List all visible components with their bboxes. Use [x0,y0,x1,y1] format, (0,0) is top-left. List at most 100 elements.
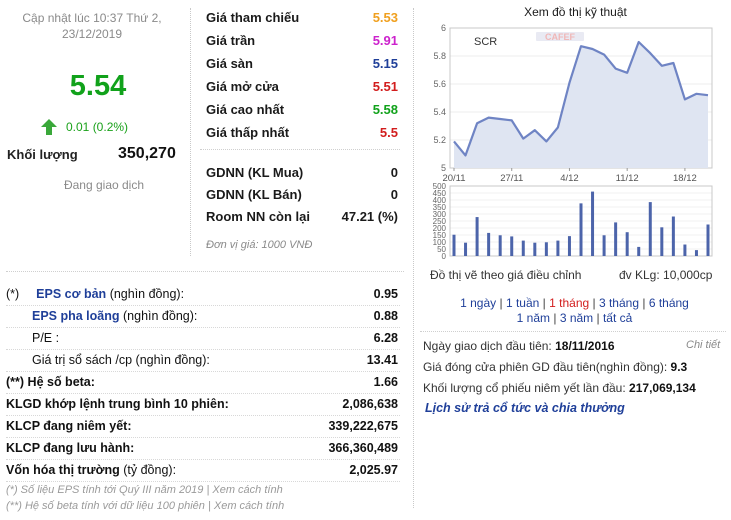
volume-bar [660,227,664,256]
period-1-month[interactable]: 1 tháng [549,296,590,310]
price-value: 5.58 [372,102,398,117]
period-selector-row-1: 1 ngày | 1 tuần | 1 tháng | 3 tháng | 6 … [460,296,689,310]
fund-value: 339,222,675 [328,419,398,433]
section-divider [420,331,726,332]
price-row-ceiling: Giá trần 5.91 [206,33,398,53]
fund-label: Hệ số beta: [27,375,95,389]
dividend-history-link[interactable]: Lịch sử trả cổ tức và chia thưởng [425,401,625,415]
fund-label: Giá trị sổ sách /cp [32,353,133,367]
first-close-price: Giá đóng cửa phiên GD đầu tiên(nghìn đồn… [423,360,687,374]
volume-tick-label: 250 [433,217,447,226]
volume-bar [683,244,687,256]
volume-bar [498,235,502,256]
foreign-value: 47.21 (%) [341,209,398,224]
x-ticks: 20/11 27/11 4/12 11/12 18/12 [442,168,697,184]
price-value: 5.51 [372,79,398,94]
fund-value: 0.95 [373,287,398,301]
detail-link[interactable]: Chi tiết [686,339,721,351]
info-label: Khối lượng cổ phiếu niêm yết lần đầu: [423,381,626,395]
volume-tick-label: 200 [433,224,447,233]
period-6-months[interactable]: 6 tháng [648,296,689,310]
volume-tick-label: 50 [437,245,446,254]
fund-prefix: (*) [6,287,20,301]
period-1-day[interactable]: 1 ngày [460,296,497,310]
fund-value: 1.66 [373,375,398,389]
price-area-fill [454,42,708,168]
fund-label: KLGD khớp lệnh trung bình 10 phiên: [6,397,229,411]
volume-bar [510,236,514,256]
cafef-watermark: CAFEF [545,32,575,42]
price-label: Giá mở cửa [206,79,279,94]
volume-bar [533,242,537,256]
price-tick-label: 5.8 [433,51,446,61]
x-tick-label: 27/11 [500,173,523,184]
volume-bar [706,224,710,256]
price-value: 5.53 [372,10,398,25]
volume-tick-label: 150 [433,231,447,240]
foreign-room-row: Room NN còn lại 47.21 (%) [206,209,398,229]
fund-prefix: (**) [6,375,25,389]
volume-label: Khối lượng [7,147,78,162]
volume-bar [625,232,629,256]
price-row-floor: Giá sàn 5.15 [206,56,398,76]
volume-bar [602,235,606,256]
chart-title[interactable]: Xem đồ thị kỹ thuật [524,5,627,19]
fund-label: EPS pha loãng [32,309,120,323]
info-label: Giá đóng cửa phiên GD đầu tiên(nghìn đồn… [423,360,668,374]
volume-tick-label: 100 [433,238,447,247]
price-label: Giá thấp nhất [206,125,290,140]
fund-label: Vốn hóa thị trường [6,463,120,477]
volume-bar [694,250,698,256]
volume-value: 350,270 [118,145,176,162]
price-volume-chart[interactable]: 5 5.2 5.4 5.6 5.8 6 CAFEF SCR 20/11 27/11 4/12 1… [418,18,731,266]
fund-row-outstanding-shares: KLCP đang lưu hành: 366,360,489 [6,438,400,460]
update-time: Cập nhật lúc 10:37 Thứ 2, 23/12/2019 [22,11,162,41]
price-tick-label: 5.4 [433,107,446,117]
info-label: Ngày giao dịch đầu tiên: [423,339,552,353]
volume-bar [556,240,560,256]
initial-listed-volume: Khối lượng cổ phiếu niêm yết lần đầu: 21… [423,381,696,395]
price-tick-label: 5 [441,163,446,173]
price-label: Giá sàn [206,56,253,71]
price-tick-label: 5.2 [433,135,446,145]
volume-bar [464,242,468,256]
fund-value: 13.41 [366,353,398,367]
fund-value: 2,086,638 [342,397,398,411]
volume-bar [452,234,456,256]
foreign-value: 0 [390,165,398,180]
fund-suffix: (nghìn đồng): [135,353,210,367]
period-1-week[interactable]: 1 tuần [505,296,540,310]
fund-value: 6.28 [373,331,398,345]
volume-tick-label: 0 [442,252,447,261]
fund-value: 0.88 [373,309,398,323]
eps-footnote[interactable]: (*) Số liệu EPS tính tới Quý III năm 201… [6,484,283,496]
price-row-high: Giá cao nhất 5.58 [206,102,398,122]
price-row-open: Giá mở cửa 5.51 [206,79,398,99]
trading-status: Đang giao dịch [63,178,145,192]
period-1-year[interactable]: 1 năm [516,311,551,325]
cafef-watermark-box [536,32,584,41]
info-value: 18/11/2016 [555,339,615,353]
beta-footnote[interactable]: (**) Hệ số beta tính với dữ liệu 100 phi… [6,500,285,512]
volume-bar [567,236,571,256]
section-divider [200,149,400,150]
volume-tick-label: 350 [433,203,447,212]
volume-tick-label: 500 [433,182,447,191]
foreign-label: GDNN (KL Bán) [206,187,302,202]
fund-value: 2,025.97 [349,463,398,477]
fund-suffix: (nghìn đồng): [123,309,198,323]
fund-row-pe: P/E : 6.28 [6,328,400,350]
price-value: 5.15 [372,56,398,71]
foreign-buy-row: GDNN (KL Mua) 0 [206,165,398,185]
volume-bar [614,222,618,256]
column-divider [413,8,414,508]
period-3-years[interactable]: 3 năm [559,311,594,325]
period-3-months[interactable]: 3 tháng [598,296,640,310]
fund-label: P/E : [32,331,60,345]
x-tick-label: 20/11 [442,173,465,184]
x-tick-label: 11/12 [616,173,639,184]
period-all[interactable]: tất cả [602,311,633,325]
fund-label: KLCP đang niêm yết: [6,419,132,433]
volume-bar [475,217,479,256]
